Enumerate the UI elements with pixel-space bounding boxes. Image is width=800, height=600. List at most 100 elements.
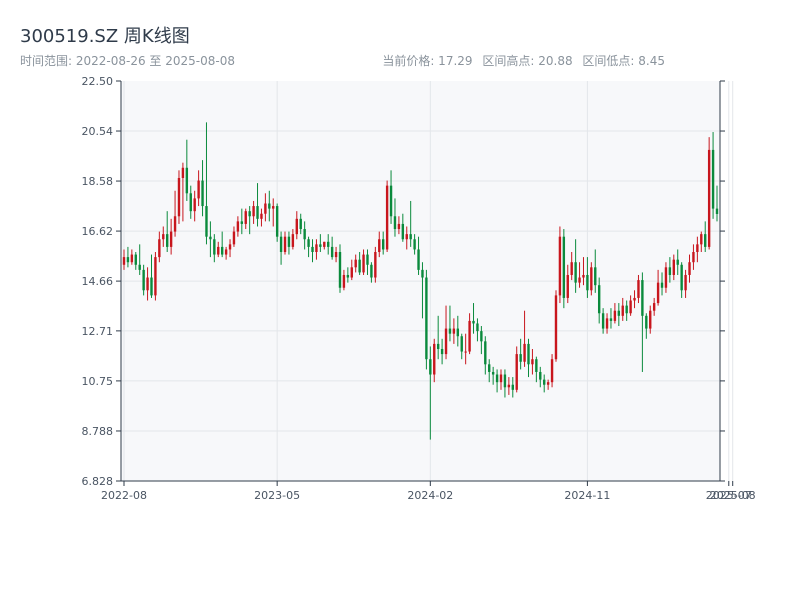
- candle-body: [205, 206, 208, 237]
- candle-body: [507, 384, 511, 388]
- candle: [189, 185, 192, 219]
- candle: [315, 239, 318, 260]
- candle-body: [649, 310, 652, 329]
- candle-body: [158, 239, 161, 258]
- candle: [601, 308, 605, 334]
- candle: [550, 354, 554, 388]
- candle-body: [480, 331, 483, 342]
- candle-body: [150, 277, 153, 296]
- candle-body: [476, 323, 479, 332]
- candle-body: [264, 203, 267, 214]
- candle: [503, 369, 507, 398]
- candle: [240, 208, 244, 235]
- y-tick-label: 22.50: [82, 75, 114, 88]
- candle-body: [272, 206, 275, 209]
- candle: [448, 305, 452, 342]
- x-tick-label: 2023-05: [254, 489, 300, 502]
- candle-body: [232, 231, 236, 245]
- candle-body: [652, 303, 656, 311]
- candle-body: [409, 234, 412, 240]
- candle: [370, 262, 373, 283]
- y-tick-label: 18.58: [82, 175, 114, 188]
- candle: [220, 231, 224, 258]
- y-tick-label: 16.62: [82, 225, 114, 238]
- candle-body: [707, 149, 711, 247]
- candle: [146, 267, 149, 301]
- candle-body: [338, 252, 342, 288]
- candle: [586, 257, 589, 298]
- candle-body: [692, 252, 695, 263]
- candle: [523, 310, 526, 367]
- y-tick-label: 12.71: [82, 325, 114, 338]
- candle-body: [181, 167, 185, 178]
- candle: [562, 229, 566, 309]
- candle-body: [499, 374, 503, 383]
- candle: [252, 200, 255, 224]
- x-tick-label: 2025-08: [710, 489, 756, 502]
- candle: [205, 122, 208, 245]
- candle: [130, 249, 134, 265]
- candles: [122, 122, 719, 440]
- candle-body: [275, 206, 279, 237]
- candle: [617, 303, 621, 327]
- candle: [633, 290, 636, 309]
- range-low-label: 区间低点: 8.45: [582, 54, 665, 68]
- y-tick-label: 20.54: [82, 125, 114, 138]
- candle-body: [146, 277, 149, 291]
- candle-body: [303, 229, 306, 240]
- candle-body: [248, 211, 251, 217]
- candle-body: [601, 313, 605, 329]
- candle-body: [715, 208, 719, 214]
- candle-body: [323, 241, 326, 247]
- candle: [554, 290, 558, 362]
- candle: [613, 303, 617, 324]
- candle: [652, 297, 656, 316]
- candle-body: [279, 236, 283, 253]
- candle: [700, 231, 703, 253]
- candle-body: [625, 305, 628, 314]
- x-tick-label: 2024-02: [407, 489, 453, 502]
- candle-body: [464, 351, 467, 353]
- candle-body: [228, 244, 232, 250]
- candle-body: [440, 348, 444, 355]
- x-tick-label: 2024-11: [564, 489, 610, 502]
- candle-body: [621, 305, 624, 316]
- page-title: 300519.SZ 周K线图: [20, 26, 190, 47]
- candle-body: [334, 252, 338, 258]
- candle-body: [244, 211, 247, 224]
- candle: [378, 231, 381, 258]
- candle-body: [484, 341, 487, 365]
- candle: [224, 246, 228, 260]
- candle: [539, 366, 542, 388]
- candle: [605, 313, 609, 334]
- candle: [185, 139, 189, 201]
- candle: [334, 246, 338, 263]
- candle-body: [185, 167, 189, 194]
- candle-body: [550, 359, 554, 383]
- candle: [385, 180, 389, 253]
- candle: [578, 262, 581, 288]
- candle: [162, 226, 165, 247]
- candle-body: [213, 239, 216, 255]
- candle: [672, 254, 676, 281]
- candle: [173, 190, 177, 237]
- candle-body: [523, 343, 526, 362]
- date-range-label: 时间范围: 2022-08-26 至 2025-08-08: [20, 54, 235, 68]
- candle-body: [645, 315, 648, 329]
- candle-body: [299, 218, 302, 230]
- candle: [641, 272, 644, 372]
- candle: [594, 249, 597, 293]
- candle-body: [122, 257, 126, 265]
- candle-body: [421, 269, 424, 278]
- candle: [433, 338, 436, 383]
- candle: [421, 262, 424, 319]
- candle: [213, 234, 216, 263]
- candle-body: [660, 282, 664, 288]
- candle-body: [515, 354, 518, 390]
- candle-body: [354, 259, 357, 268]
- candle-body: [495, 374, 499, 383]
- candle-body: [456, 328, 460, 337]
- candle-body: [586, 274, 589, 291]
- candle: [637, 274, 640, 304]
- candle: [495, 369, 499, 393]
